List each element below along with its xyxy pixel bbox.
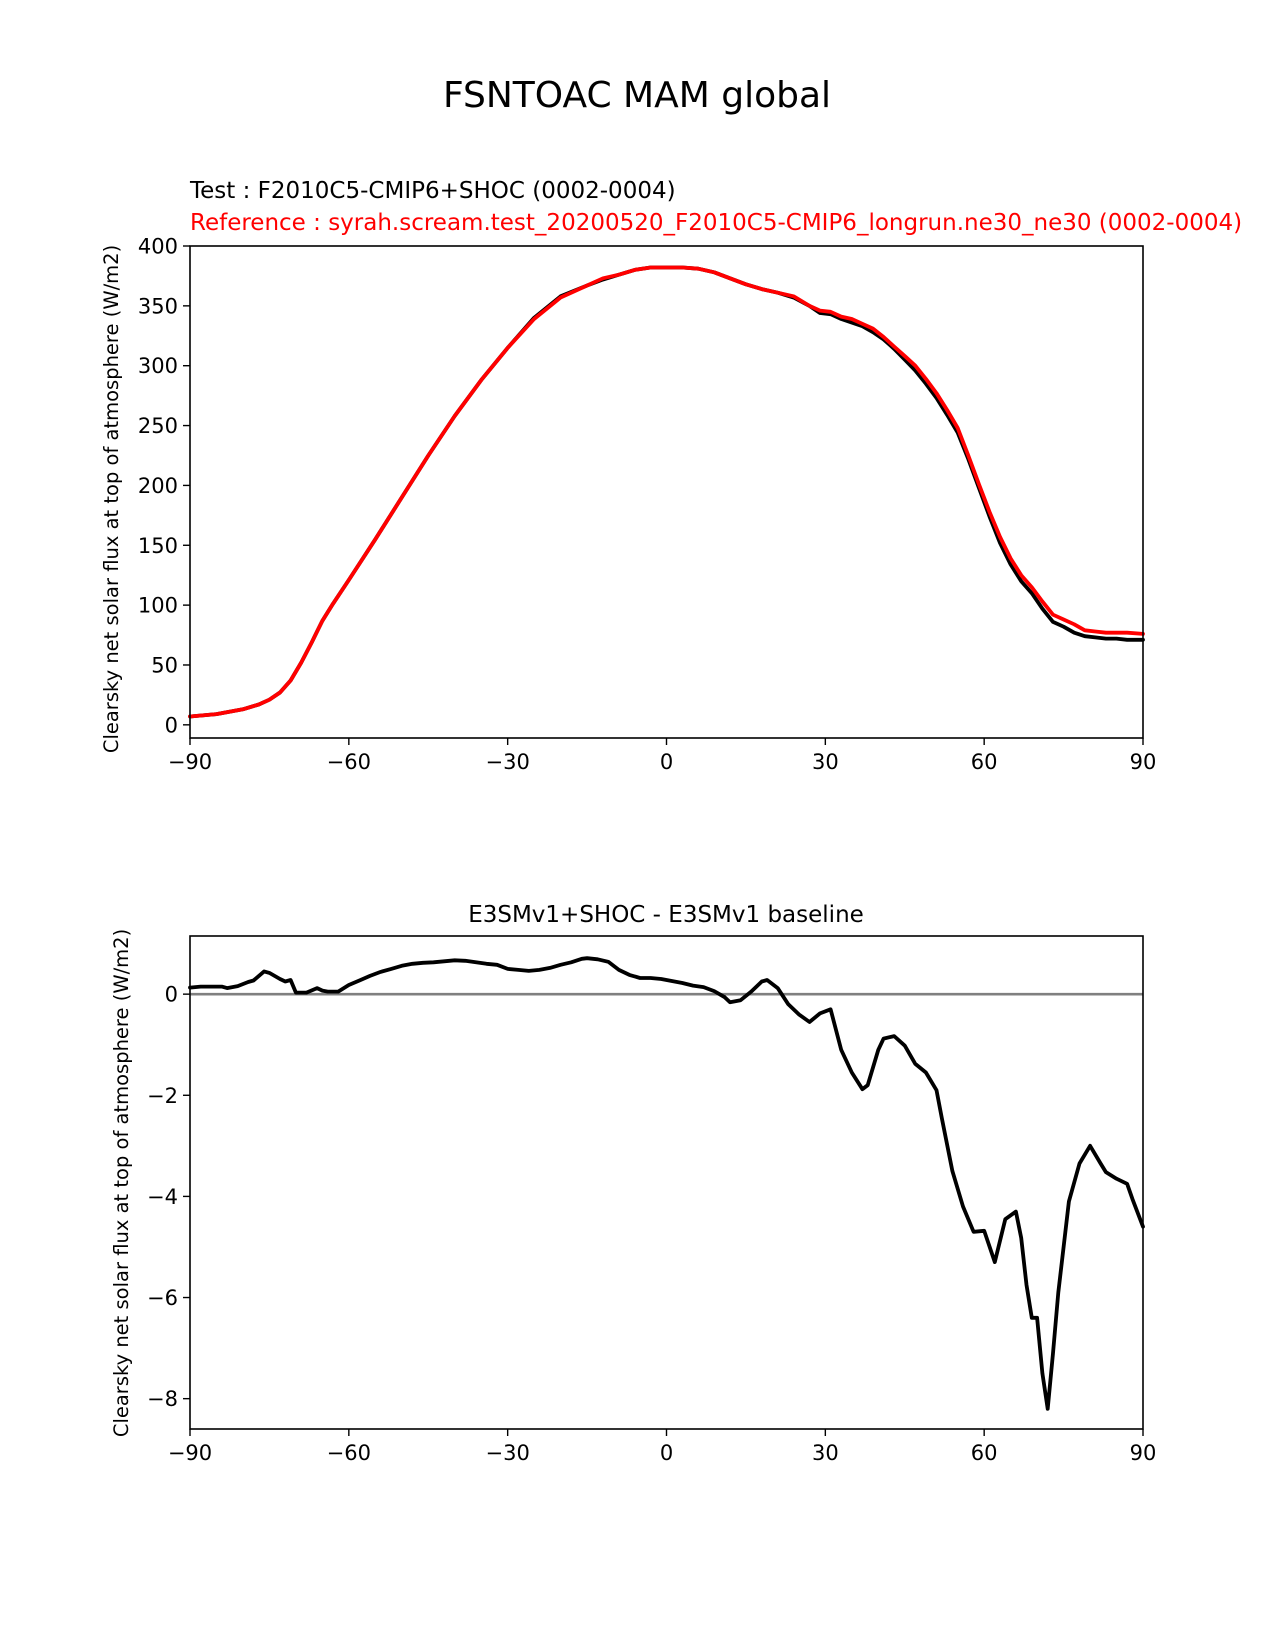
bottom-plot-xtick-label: −60 [327, 1441, 371, 1465]
figure-suptitle: FSNTOAC MAM global [443, 75, 831, 116]
top-plot-frame [189, 245, 1144, 739]
bottom-plot-series-difference [188, 956, 1145, 1411]
top-plot-ytick-label: 350 [138, 294, 178, 318]
top-plot-ytick-label: 300 [138, 354, 178, 378]
bottom-plot-xtick-label: 30 [812, 1441, 839, 1465]
bottom-plot-ytick-label: −2 [147, 1084, 178, 1108]
top-plot-xtick-label: 30 [812, 750, 839, 774]
top-plot-series-reference [188, 265, 1145, 719]
bottom-plot-ylabel: Clearsky net solar flux at top of atmosp… [110, 929, 133, 1437]
top-plot-ylabel: Clearsky net solar flux at top of atmosp… [100, 245, 123, 753]
top-plot-ytick-label: 250 [138, 414, 178, 438]
bottom-plot-xtick-label: −30 [486, 1441, 530, 1465]
top-plot-xtick-label: −60 [327, 750, 371, 774]
top-plot-ytick-label: 100 [138, 594, 178, 618]
top-plot-xtick-label: 90 [1130, 750, 1157, 774]
bottom-plot-xtick-label: −90 [168, 1441, 212, 1465]
bottom-plot-xtick-label: 60 [971, 1441, 998, 1465]
top-plot-xtick-label: 60 [971, 750, 998, 774]
top-plot-ytick-label: 50 [151, 653, 178, 677]
top-plot-xtick-label: −30 [486, 750, 530, 774]
bottom-plot-ytick-label: −4 [147, 1185, 178, 1209]
bottom-plot-title: E3SMv1+SHOC - E3SMv1 baseline [468, 902, 864, 928]
bottom-plot-xtick-label: 90 [1130, 1441, 1157, 1465]
top-plot-xtick-label: 0 [660, 750, 673, 774]
top-plot-series-test [188, 265, 1145, 719]
top-plot-ytick-label: 0 [165, 713, 178, 737]
bottom-plot-xtick-label: 0 [660, 1441, 673, 1465]
top-plot-title-test: Test : F2010C5-CMIP6+SHOC (0002-0004) [189, 178, 676, 204]
top-plot-xtick-label: −90 [168, 750, 212, 774]
bottom-plot-frame [189, 935, 1144, 1430]
top-plot: Test : F2010C5-CMIP6+SHOC (0002-0004) Re… [100, 178, 1242, 774]
top-plot-title-reference: Reference : syrah.scream.test_20200520_F… [190, 210, 1242, 236]
bottom-plot-ytick-label: −8 [147, 1387, 178, 1411]
top-plot-ytick-label: 400 [138, 235, 178, 259]
bottom-plot-ytick-label: −6 [147, 1286, 178, 1310]
top-plot-ytick-label: 150 [138, 534, 178, 558]
bottom-plot: E3SMv1+SHOC - E3SMv1 baseline Clearsky n… [110, 902, 1156, 1465]
bottom-plot-ytick-label: 0 [165, 983, 178, 1007]
top-plot-ytick-label: 200 [138, 474, 178, 498]
